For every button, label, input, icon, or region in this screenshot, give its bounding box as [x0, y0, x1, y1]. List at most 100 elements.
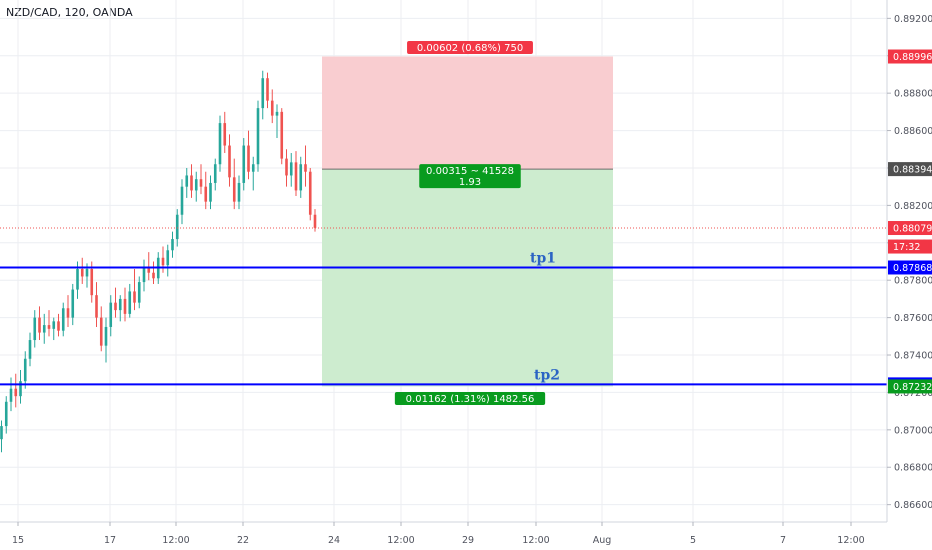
candle-body — [71, 289, 75, 318]
candle — [33, 310, 37, 348]
candle — [47, 310, 51, 337]
candle-body — [38, 317, 41, 333]
candle — [204, 171, 208, 210]
candle — [14, 373, 18, 408]
candle — [237, 175, 241, 210]
candle-body — [90, 268, 94, 296]
time-tick-label: 12:00 — [162, 535, 189, 546]
candle-body — [99, 317, 103, 346]
candle-body — [133, 291, 136, 303]
candle-body — [180, 186, 184, 215]
candle-body — [80, 268, 84, 277]
candle-body — [213, 164, 217, 183]
candle — [166, 244, 170, 277]
candle-body — [313, 214, 317, 228]
candlestick-series — [0, 70, 317, 453]
candle-body — [289, 162, 293, 176]
candle — [289, 153, 293, 187]
take-profit-label-text: 0.01162 (1.31%) 1482.56 — [406, 394, 535, 405]
candle-body — [118, 298, 122, 311]
candle — [194, 171, 198, 202]
candle — [80, 257, 84, 284]
candle-body — [28, 340, 32, 359]
candle — [180, 179, 184, 225]
price-tick-label: 0.89200 — [894, 14, 932, 25]
candle — [42, 313, 46, 344]
price-tag-label: 17:32 — [893, 242, 920, 253]
price-tick-label: 0.86800 — [894, 463, 932, 474]
candle — [118, 295, 122, 322]
candle-body — [47, 325, 51, 329]
take-profit-label-bg — [394, 391, 546, 405]
candle — [251, 156, 255, 191]
price-tick-label: 0.87600 — [894, 313, 932, 324]
candle — [104, 317, 108, 363]
candle-body — [61, 308, 65, 331]
candle-body — [33, 317, 37, 341]
candle-body — [128, 291, 132, 314]
candle-body — [114, 302, 117, 311]
candle — [52, 317, 56, 341]
candle — [109, 295, 113, 337]
candle-body — [280, 111, 284, 159]
candle — [261, 70, 265, 120]
candle — [185, 167, 189, 198]
candle-body — [109, 302, 113, 327]
time-tick-label: 5 — [690, 535, 696, 546]
time-tick-label: 7 — [780, 535, 786, 546]
time-tick-label: 12:00 — [387, 535, 414, 546]
price-tag-bg — [888, 221, 932, 236]
candle-body — [23, 358, 27, 382]
price-tick-label: 0.88600 — [894, 126, 932, 137]
candle-body — [14, 388, 18, 397]
candle — [114, 287, 117, 318]
candle — [275, 104, 279, 139]
price-tick-label: 0.86600 — [894, 500, 932, 511]
candle — [152, 261, 155, 284]
price-tick-label: 0.88800 — [894, 89, 932, 100]
stop-loss-zone — [322, 56, 613, 170]
candle-body — [95, 295, 98, 318]
candle-body — [57, 321, 60, 331]
candle-body — [0, 426, 3, 440]
hline-label-tp1: tp1 — [530, 250, 556, 266]
candle — [19, 369, 22, 404]
candle — [95, 282, 98, 327]
candle — [61, 302, 65, 337]
candle-body — [123, 298, 127, 314]
candle-body — [232, 177, 236, 202]
candle-body — [137, 282, 141, 303]
candle — [232, 158, 236, 210]
candle-body — [199, 179, 203, 187]
price-tag-label: 0.87232 — [893, 382, 932, 393]
take-profit-label: 0.01162 (1.31%) 1482.56 — [394, 391, 546, 405]
candle-body — [299, 164, 303, 191]
time-tick-label: 12:00 — [837, 535, 864, 546]
candle — [9, 377, 13, 412]
candle-body — [175, 214, 179, 240]
price-tag-label: 0.88394 — [893, 165, 932, 176]
candle-body — [261, 78, 265, 109]
candle-body — [251, 164, 255, 172]
price-tag: 0.88394 — [888, 162, 932, 177]
candle — [218, 115, 222, 172]
candle-body — [161, 257, 165, 266]
candle-body — [85, 268, 89, 277]
candle — [28, 332, 32, 367]
candle-body — [256, 108, 260, 165]
time-tick-label: 22 — [237, 535, 249, 546]
risk-reward-label-line1: 0.00315 ~ 41528 — [426, 166, 514, 177]
price-tag-label: 0.87868 — [893, 263, 932, 274]
stop-loss-label-text: 0.00602 (0.68%) 750 — [417, 43, 523, 54]
candle — [294, 151, 298, 197]
candle — [128, 283, 132, 318]
candle-body — [171, 239, 174, 251]
candle-body — [308, 171, 312, 215]
hline-label-tp2: tp2 — [534, 367, 560, 383]
candle-body — [237, 182, 241, 202]
candle — [190, 164, 193, 198]
price-tick-label: 0.88200 — [894, 201, 932, 212]
candle-body — [190, 175, 193, 191]
candle — [247, 130, 250, 180]
